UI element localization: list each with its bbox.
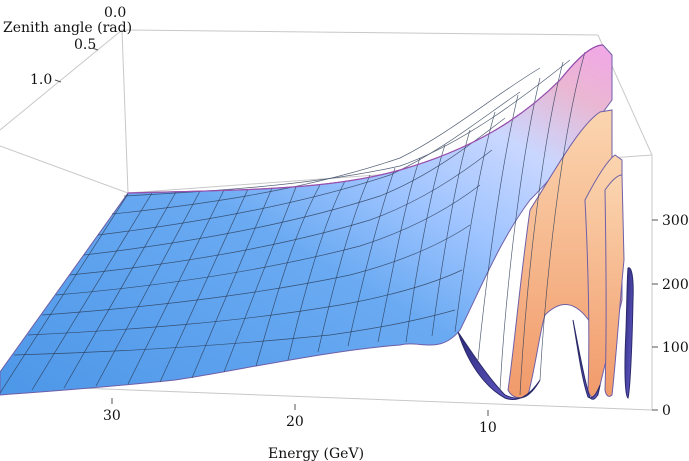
x-axis-label: Energy (GeV) [268,446,364,461]
x-tick-label: 10 [479,420,497,436]
y-tick-label: 0.5 [74,37,96,53]
y-axis: Zenith angle (rad) 0.0 0.5 1.0 [3,5,132,88]
surface-mesh [13,59,571,356]
surface-valley-3 [624,267,634,399]
surface [0,44,634,400]
surface-mesh-cross [0,51,586,396]
z-tick-label: 2000 [662,277,689,293]
surface-valley-1 [457,331,541,400]
y-axis-label: Zenith angle (rad) [3,20,132,36]
y-tick-label: 0.0 [104,5,126,21]
z-tick-label: 1000 [662,340,689,356]
surface-valley-2 [572,319,601,400]
z-tick-label: 0 [662,403,671,419]
x-tick-label: 20 [286,414,304,430]
z-tick-label: 3000 [662,213,689,229]
z-axis: 0 1000 2000 3000 [652,213,689,419]
surface-ridge-2 [507,109,613,399]
surface-ridge-4 [604,174,625,397]
y-tick-label: 1.0 [30,72,52,88]
surface-crest [127,44,604,194]
x-axis: 30 20 10 Energy (GeV) [103,398,497,461]
x-tick-label: 30 [103,408,121,424]
